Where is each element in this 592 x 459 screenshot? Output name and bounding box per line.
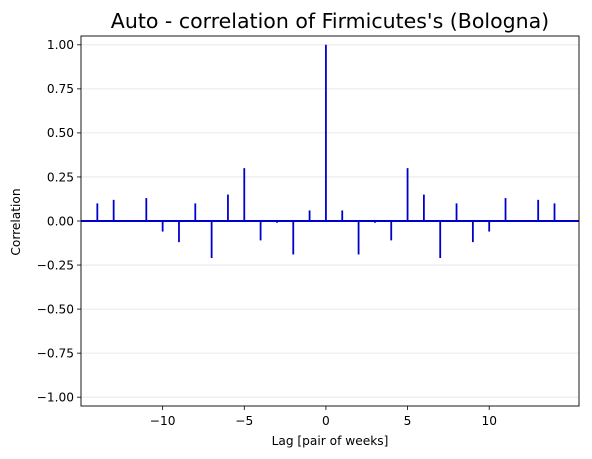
- x-tick-label: 10: [481, 414, 497, 428]
- y-tick-label: 0.25: [47, 170, 74, 184]
- y-tick-label: 1.00: [47, 38, 74, 52]
- x-tick-label: −10: [150, 414, 176, 428]
- x-tick-label: 5: [404, 414, 412, 428]
- y-tick-label: 0.00: [47, 214, 74, 228]
- x-axis: −10 −5 0 5 10: [150, 406, 497, 428]
- x-tick-label: −5: [235, 414, 253, 428]
- y-tick-label: 0.50: [47, 126, 74, 140]
- y-axis-label: Correlation: [9, 188, 23, 255]
- y-tick-label: −0.75: [37, 346, 74, 360]
- correlation-lines: [96, 44, 556, 258]
- y-tick-label: −1.00: [37, 390, 74, 404]
- y-tick-label: 0.75: [47, 82, 74, 96]
- x-axis-label: Lag [pair of weeks]: [272, 434, 389, 448]
- y-tick-label: −0.50: [37, 302, 74, 316]
- y-tick-label: −0.25: [37, 258, 74, 272]
- y-axis: 1.00 0.75 0.50 0.25 0.00 −0.25 −0.50 −0.75 −1.00: [37, 38, 81, 404]
- chart-title: Auto - correlation of Firmicutes's (Bolo…: [111, 9, 549, 33]
- x-tick-label: 0: [322, 414, 330, 428]
